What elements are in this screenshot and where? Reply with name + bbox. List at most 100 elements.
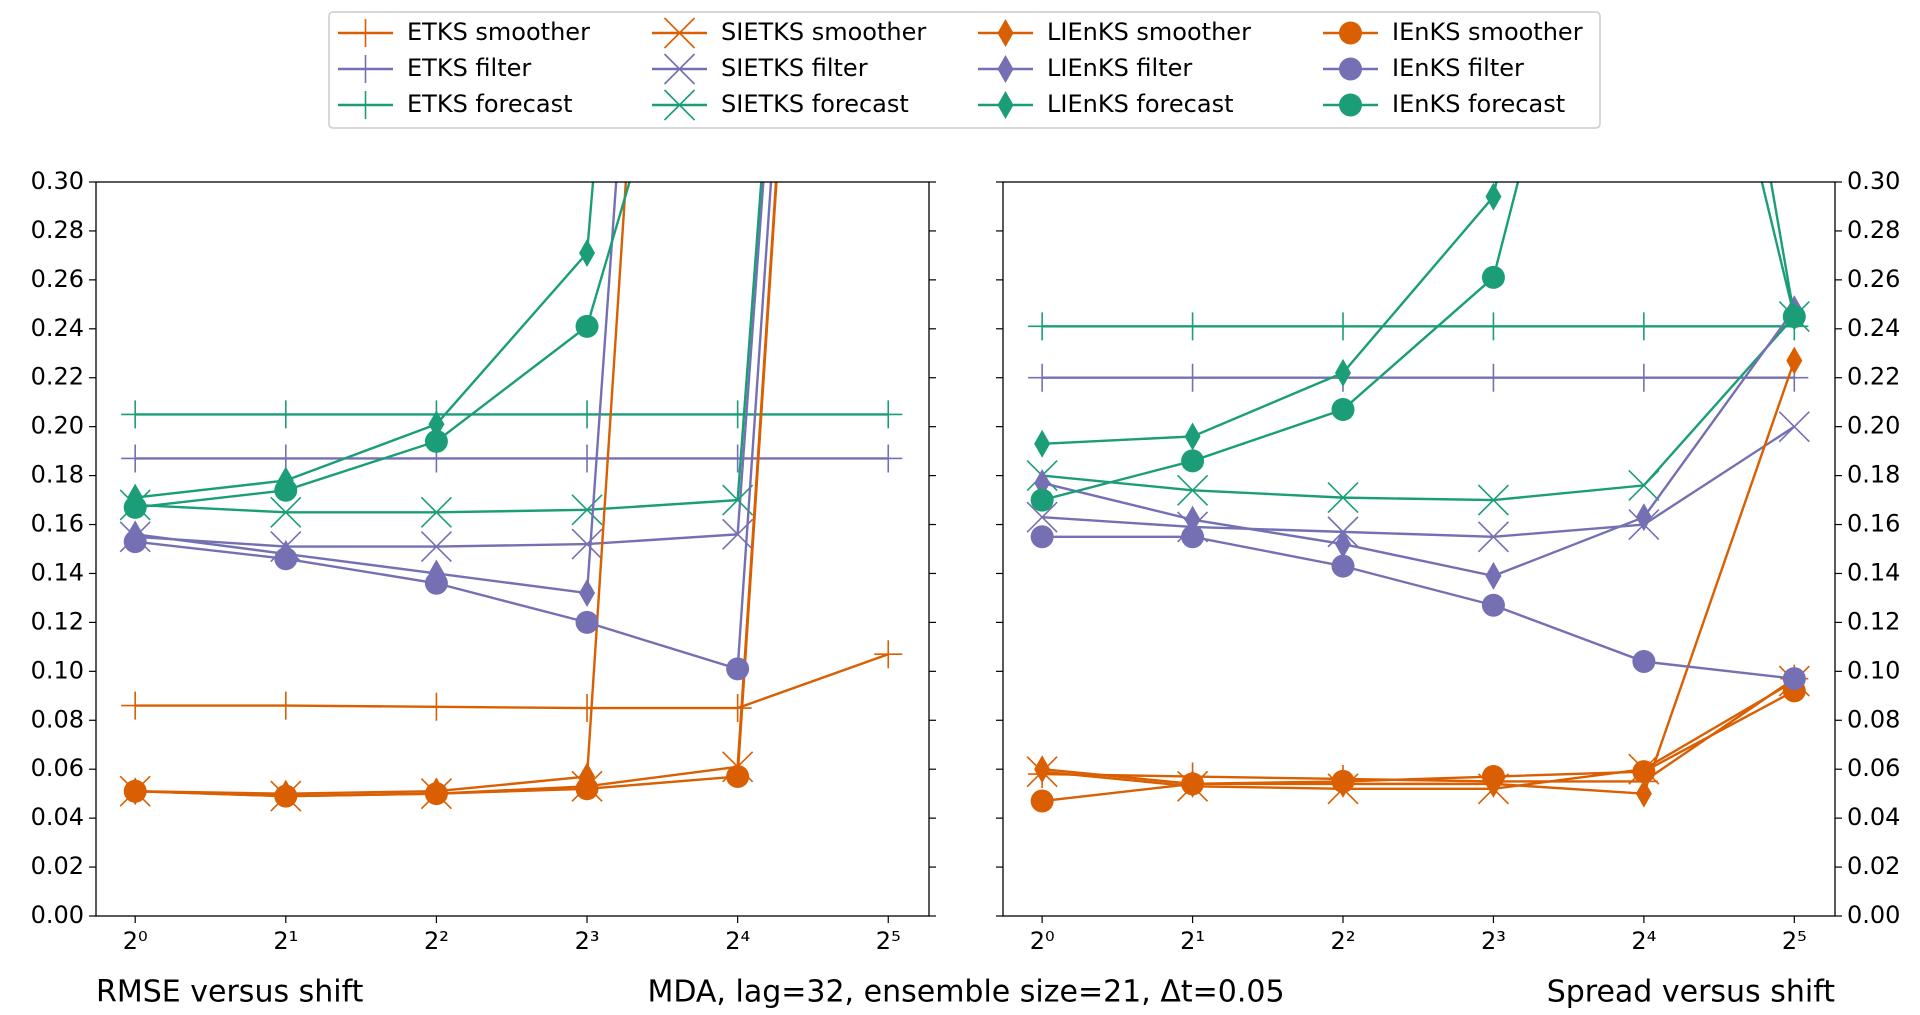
marker	[1481, 765, 1505, 789]
marker	[1632, 650, 1656, 674]
marker	[874, 400, 903, 429]
marker	[123, 495, 147, 519]
marker	[723, 694, 752, 723]
marker	[271, 691, 300, 720]
x-tick-label: 2²	[1331, 927, 1356, 955]
series-line	[135, 182, 778, 798]
y-tick-label: 0.20	[31, 412, 84, 440]
marker	[1178, 363, 1207, 392]
marker	[1181, 449, 1205, 473]
y-tick-label: 0.18	[1847, 461, 1900, 489]
marker	[571, 494, 603, 526]
y-tick-label: 0.12	[1847, 607, 1900, 635]
marker	[422, 692, 451, 721]
series-line	[135, 182, 631, 509]
marker	[1327, 482, 1359, 514]
panel-title: RMSE versus shift	[96, 975, 364, 1010]
marker	[274, 784, 298, 808]
marker	[1477, 521, 1510, 553]
series-line	[1041, 182, 1796, 502]
series-line	[135, 182, 618, 595]
marker	[424, 782, 448, 806]
series-line	[135, 182, 763, 514]
legend-marker	[663, 89, 696, 121]
marker	[1485, 561, 1502, 590]
marker	[1028, 363, 1057, 392]
y-tick-label: 0.14	[31, 558, 84, 586]
x-tick-label: 2⁵	[1782, 927, 1807, 955]
x-tick-label: 2⁴	[725, 927, 750, 955]
x-tick-label: 2⁰	[1030, 927, 1055, 955]
plot-frame	[95, 181, 930, 917]
plot-area	[119, 182, 903, 812]
x-tick-label: 2³	[1481, 927, 1506, 955]
x-tick-label: 2²	[424, 927, 449, 955]
marker	[1481, 593, 1505, 617]
y-tick-label: 0.02	[1847, 852, 1900, 880]
marker	[1335, 358, 1352, 387]
marker	[1479, 312, 1508, 341]
legend-text: SIETKS filter	[721, 54, 868, 82]
series-line	[1041, 308, 1796, 578]
marker	[1034, 429, 1051, 458]
marker	[1329, 312, 1357, 341]
marker	[424, 429, 448, 453]
marker	[1034, 755, 1051, 784]
marker	[1479, 363, 1508, 392]
marker	[874, 640, 903, 669]
x-tick-label: 2⁴	[1631, 927, 1656, 955]
marker	[1629, 363, 1658, 392]
y-tick-label: 0.02	[31, 852, 84, 880]
marker	[1331, 769, 1355, 793]
y-tick-label: 0.10	[1847, 656, 1900, 684]
series-line	[135, 653, 889, 710]
y-tick-label: 0.22	[1847, 363, 1900, 391]
series-line	[1042, 689, 1795, 803]
marker	[420, 530, 452, 563]
y-tick-label: 0.12	[31, 607, 84, 635]
marker	[270, 496, 302, 528]
legend-text: SIETKS forecast	[721, 90, 909, 118]
marker	[575, 314, 599, 338]
marker	[424, 571, 448, 595]
marker	[274, 478, 298, 502]
y-tick-label: 0.26	[31, 265, 84, 293]
y-tick-label: 0.16	[1847, 510, 1900, 538]
y-tick-label: 0.06	[1847, 754, 1900, 782]
marker	[1335, 530, 1352, 559]
legend-marker	[663, 17, 696, 49]
marker	[1481, 265, 1505, 289]
legend-text: LIEnKS filter	[1047, 54, 1192, 82]
marker	[874, 444, 903, 473]
series-line	[135, 182, 595, 499]
marker	[575, 610, 599, 634]
marker	[573, 694, 602, 723]
x-tick-label: 2¹	[273, 927, 298, 955]
marker	[1632, 760, 1656, 784]
y-tick-label: 0.16	[31, 510, 84, 538]
legend-text: ETKS forecast	[407, 90, 572, 118]
legend-marker	[1339, 21, 1362, 45]
x-tick-label: 2¹	[1180, 927, 1205, 955]
marker	[420, 496, 452, 528]
marker	[1030, 488, 1054, 512]
marker	[1177, 474, 1209, 506]
series-line	[1042, 182, 1796, 445]
marker	[1028, 312, 1057, 341]
legend-text: LIEnKS smoother	[1047, 18, 1251, 46]
marker	[123, 779, 147, 803]
marker	[271, 400, 300, 429]
marker	[1786, 346, 1803, 375]
marker	[1778, 411, 1810, 443]
x-tick-label: 2⁵	[876, 927, 901, 955]
legend-text: SIETKS smoother	[721, 18, 926, 46]
y-tick-label: 0.28	[31, 216, 84, 244]
marker	[1782, 667, 1806, 691]
legend-text: ETKS smoother	[407, 18, 590, 46]
series-line	[1042, 680, 1795, 790]
marker	[1782, 305, 1806, 329]
legend-text: ETKS filter	[407, 54, 531, 82]
series-line	[135, 182, 765, 548]
series-line	[1042, 535, 1795, 680]
marker	[1030, 525, 1054, 549]
